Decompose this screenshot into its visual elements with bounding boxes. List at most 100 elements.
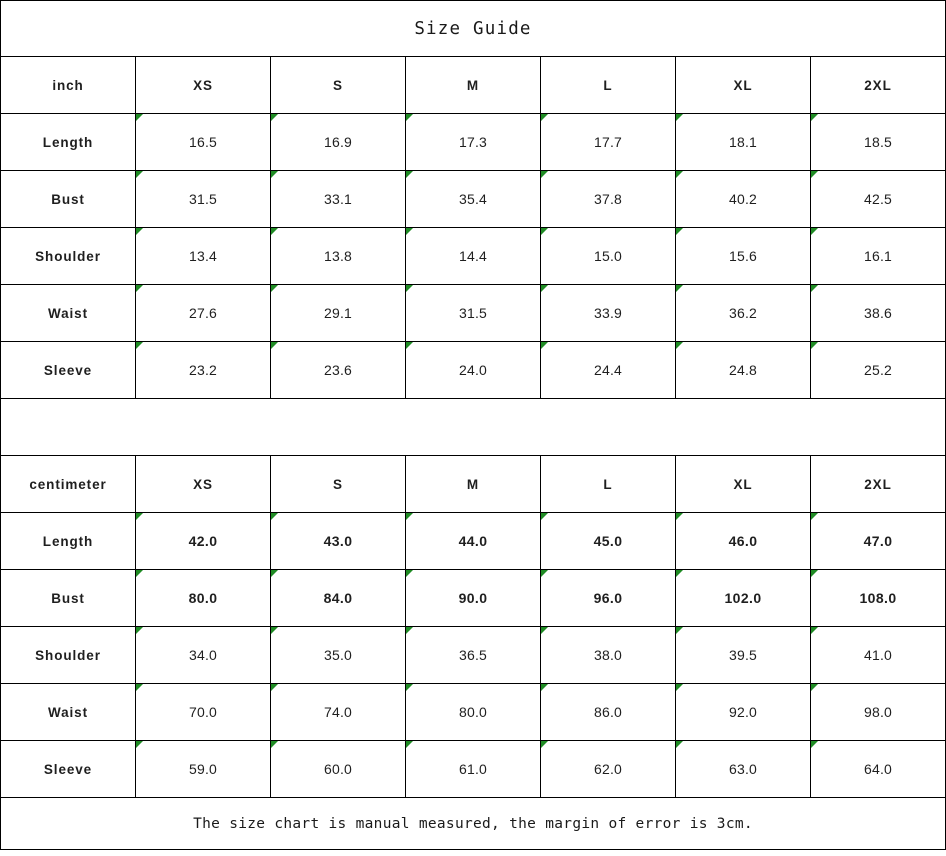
measurement-value: 33.9 — [593, 305, 623, 321]
comment-marker-icon — [136, 684, 143, 691]
measurement-value: 37.8 — [593, 191, 623, 207]
comment-marker-icon — [811, 114, 818, 121]
measurement-cell: 37.8 — [541, 171, 676, 228]
measurement-cell: 43.0 — [271, 513, 406, 570]
measurement-value: 96.0 — [593, 590, 623, 606]
measurement-value: 17.3 — [458, 134, 488, 150]
measurement-cell: 34.0 — [136, 627, 271, 684]
size-header-l: L — [541, 456, 676, 513]
footer-note: The size chart is manual measured, the m… — [0, 798, 946, 850]
measurement-value: 16.9 — [323, 134, 353, 150]
measurement-value: 27.6 — [188, 305, 218, 321]
footer-note-row: The size chart is manual measured, the m… — [0, 798, 946, 850]
row-label-length: Length — [0, 513, 136, 570]
measurement-value: 84.0 — [323, 590, 353, 606]
measurement-cell: 36.2 — [676, 285, 811, 342]
comment-marker-icon — [541, 741, 548, 748]
comment-marker-icon — [811, 627, 818, 634]
table-row: Shoulder 34.0 35.0 36.5 38.0 39.5 41.0 — [0, 627, 946, 684]
measurement-cell: 24.0 — [406, 342, 541, 399]
measurement-value: 64.0 — [863, 761, 893, 777]
comment-marker-icon — [676, 627, 683, 634]
comment-marker-icon — [406, 228, 413, 235]
table-spacer-row — [0, 399, 946, 456]
comment-marker-icon — [406, 171, 413, 178]
row-label-length: Length — [0, 114, 136, 171]
measurement-cell: 40.2 — [676, 171, 811, 228]
comment-marker-icon — [811, 285, 818, 292]
measurement-value: 17.7 — [593, 134, 623, 150]
measurement-cell: 15.6 — [676, 228, 811, 285]
table-row: Sleeve 23.2 23.6 24.0 24.4 24.8 25.2 — [0, 342, 946, 399]
measurement-value: 33.1 — [323, 191, 353, 207]
measurement-value: 16.1 — [863, 248, 893, 264]
measurement-value: 98.0 — [863, 704, 893, 720]
measurement-cell: 42.5 — [811, 171, 946, 228]
size-header-l: L — [541, 57, 676, 114]
comment-marker-icon — [541, 513, 548, 520]
measurement-cell: 38.6 — [811, 285, 946, 342]
comment-marker-icon — [541, 114, 548, 121]
table-row: Shoulder 13.4 13.8 14.4 15.0 15.6 16.1 — [0, 228, 946, 285]
measurement-cell: 16.5 — [136, 114, 271, 171]
measurement-cell: 84.0 — [271, 570, 406, 627]
comment-marker-icon — [406, 342, 413, 349]
comment-marker-icon — [271, 570, 278, 577]
comment-marker-icon — [541, 684, 548, 691]
measurement-value: 46.0 — [728, 533, 758, 549]
comment-marker-icon — [406, 684, 413, 691]
measurement-cell: 102.0 — [676, 570, 811, 627]
measurement-value: 13.4 — [188, 248, 218, 264]
measurement-value: 24.4 — [593, 362, 623, 378]
measurement-value: 36.5 — [458, 647, 488, 663]
measurement-value: 44.0 — [458, 533, 488, 549]
measurement-cell: 41.0 — [811, 627, 946, 684]
measurement-value: 90.0 — [458, 590, 488, 606]
measurement-cell: 18.5 — [811, 114, 946, 171]
measurement-cell: 47.0 — [811, 513, 946, 570]
comment-marker-icon — [406, 627, 413, 634]
measurement-value: 63.0 — [728, 761, 758, 777]
size-header-m: M — [406, 456, 541, 513]
comment-marker-icon — [406, 570, 413, 577]
measurement-cell: 31.5 — [406, 285, 541, 342]
row-label-sleeve: Sleeve — [0, 342, 136, 399]
measurement-value: 18.5 — [863, 134, 893, 150]
measurement-value: 25.2 — [863, 362, 893, 378]
measurement-value: 61.0 — [458, 761, 488, 777]
comment-marker-icon — [811, 570, 818, 577]
comment-marker-icon — [271, 741, 278, 748]
measurement-value: 16.5 — [188, 134, 218, 150]
measurement-cell: 39.5 — [676, 627, 811, 684]
measurement-value: 24.8 — [728, 362, 758, 378]
measurement-cell: 23.6 — [271, 342, 406, 399]
measurement-value: 60.0 — [323, 761, 353, 777]
comment-marker-icon — [676, 513, 683, 520]
size-table-inch: inch XS S M L XL 2XL Length 16.5 16.9 17.3 17.7 18.1… — [0, 57, 946, 399]
measurement-value: 34.0 — [188, 647, 218, 663]
row-label-shoulder: Shoulder — [0, 627, 136, 684]
measurement-value: 43.0 — [323, 533, 353, 549]
measurement-value: 80.0 — [188, 590, 218, 606]
size-header-s: S — [271, 57, 406, 114]
table-row: Sleeve 59.0 60.0 61.0 62.0 63.0 64.0 — [0, 741, 946, 798]
comment-marker-icon — [271, 171, 278, 178]
measurement-cell: 27.6 — [136, 285, 271, 342]
measurement-cell: 31.5 — [136, 171, 271, 228]
row-label-waist: Waist — [0, 684, 136, 741]
measurement-cell: 46.0 — [676, 513, 811, 570]
measurement-value: 74.0 — [323, 704, 353, 720]
measurement-value: 31.5 — [188, 191, 218, 207]
measurement-cell: 23.2 — [136, 342, 271, 399]
measurement-value: 42.0 — [188, 533, 218, 549]
measurement-cell: 80.0 — [136, 570, 271, 627]
comment-marker-icon — [811, 228, 818, 235]
comment-marker-icon — [541, 171, 548, 178]
measurement-value: 59.0 — [188, 761, 218, 777]
measurement-value: 39.5 — [728, 647, 758, 663]
measurement-value: 15.6 — [728, 248, 758, 264]
table-row: Length 16.5 16.9 17.3 17.7 18.1 18.5 — [0, 114, 946, 171]
measurement-cell: 33.9 — [541, 285, 676, 342]
size-header-s: S — [271, 456, 406, 513]
measurement-value: 41.0 — [863, 647, 893, 663]
